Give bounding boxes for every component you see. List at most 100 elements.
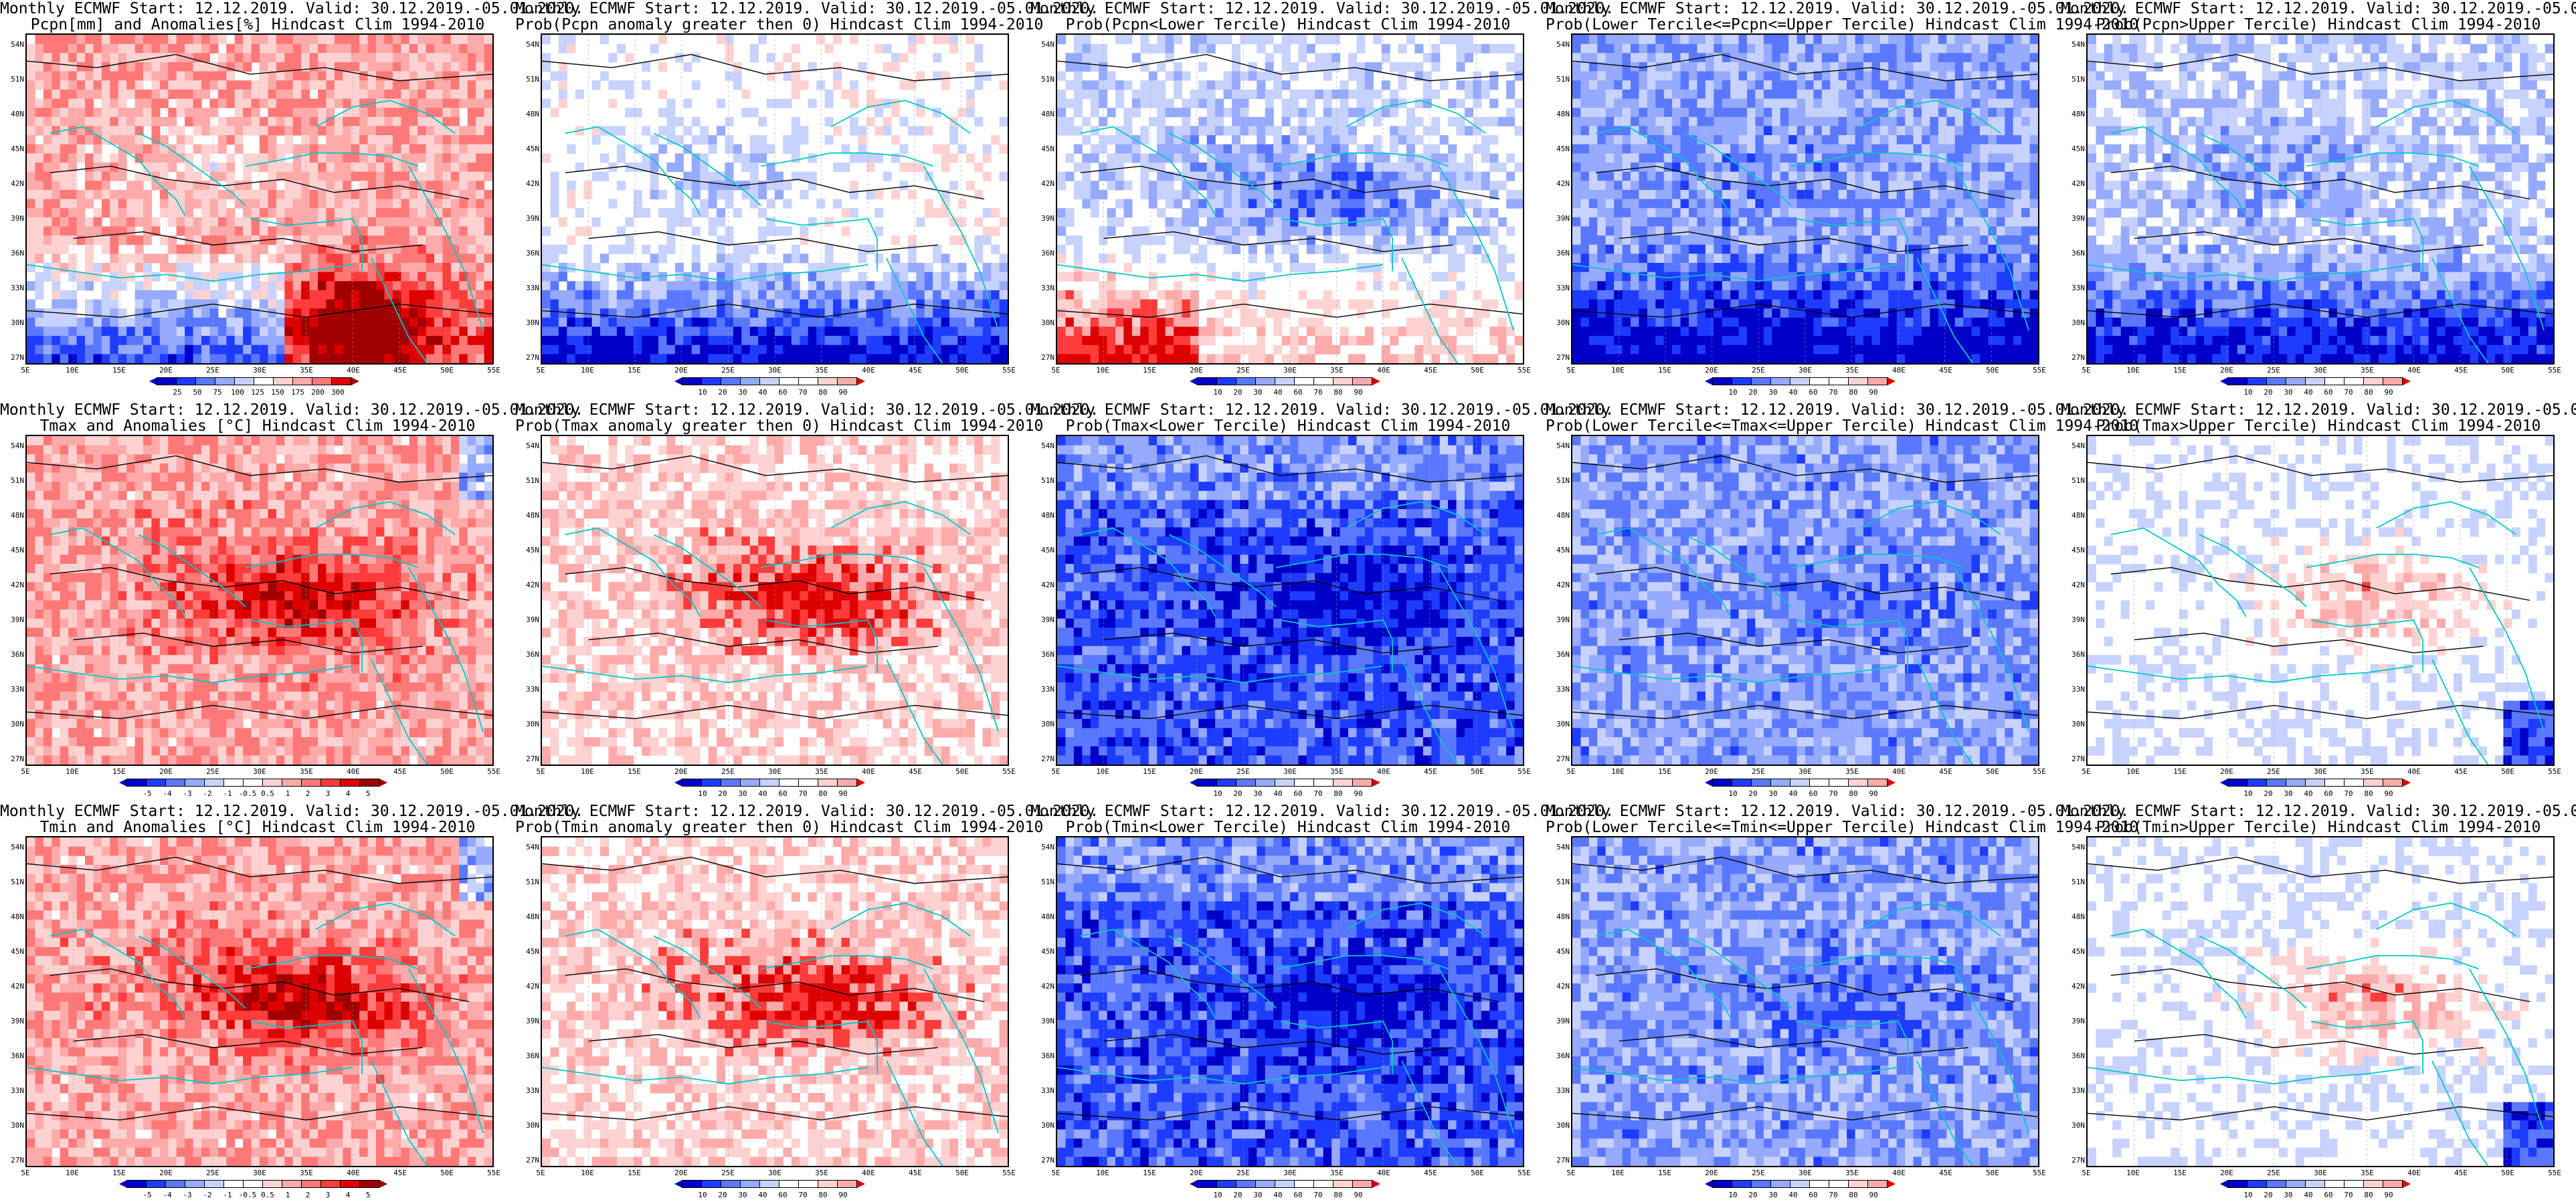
- panel-title-line1: Monthly ECMWF Start: 12.12.2019. Valid: …: [1030, 401, 1614, 419]
- contour-line: [1595, 968, 2015, 1003]
- lon-label: 50E: [1979, 1169, 2006, 1177]
- lon-label: 25E: [199, 1169, 226, 1177]
- coastline: [1683, 132, 1792, 206]
- contour-line: [1103, 632, 1453, 654]
- colorbar-tick-label: 70: [1820, 388, 1847, 397]
- contour-line: [1595, 567, 2015, 601]
- coastline: [923, 567, 999, 732]
- colorbar-tick-label: 10: [1720, 388, 1746, 397]
- panel-title-line2: Prob(Tmax>Upper Tercile) Hindcast Clim 1…: [2061, 417, 2576, 435]
- colorbar-tick-label: 60: [2315, 789, 2342, 798]
- lat-label: 45N: [1548, 947, 1570, 956]
- contour-line: [1572, 303, 2038, 318]
- shaded-field: [27, 35, 492, 363]
- colorbar-cell: [2266, 1180, 2286, 1188]
- colorbar-cell: [1809, 779, 1829, 787]
- colorbar-cell: [682, 1180, 702, 1188]
- coastline: [1572, 264, 1899, 282]
- lon-label: 25E: [1230, 1169, 1257, 1177]
- contour-line: [50, 567, 470, 601]
- lat-label: 30N: [1033, 318, 1054, 327]
- map-panel: Monthly ECMWF Start: 12.12.2019. Valid: …: [2061, 401, 2576, 803]
- colorbar: [1705, 1180, 1896, 1188]
- lon-label: 5E: [1042, 366, 1069, 375]
- lat-label: 51N: [1548, 476, 1570, 485]
- map-plot: [25, 836, 494, 1167]
- lon-label: 5E: [12, 1169, 39, 1177]
- colorbar-cell: [1809, 377, 1829, 385]
- contour-line: [2110, 165, 2531, 200]
- lon-label: 45E: [1932, 1169, 1959, 1177]
- coastline: [1953, 968, 2029, 1134]
- colorbar-cell: [1275, 779, 1295, 787]
- shaded-field: [27, 837, 492, 1166]
- lon-label: 50E: [1464, 366, 1491, 375]
- panel-title-line1: Monthly ECMWF Start: 12.12.2019. Valid: …: [0, 401, 583, 419]
- colorbar-cell: [1313, 779, 1333, 787]
- colorbar-cell: [1236, 779, 1256, 787]
- lat-label: 36N: [518, 1051, 539, 1060]
- shaded-field: [542, 35, 1008, 363]
- coastline: [1572, 1066, 1899, 1085]
- contour-line: [1057, 455, 1523, 483]
- lon-label: 20E: [1698, 767, 1725, 776]
- colorbar-cell: [273, 377, 293, 385]
- colorbar-cell: [165, 1180, 185, 1188]
- coastline: [1438, 567, 1514, 732]
- colorbar-tick-label: 30: [2275, 1191, 2302, 1199]
- lat-label: 33N: [3, 1086, 24, 1095]
- lat-label: 51N: [2063, 75, 2085, 84]
- colorbar-cell: [2247, 377, 2267, 385]
- coastline: [2310, 619, 2424, 673]
- contour-line: [50, 165, 470, 200]
- lon-label: 30E: [1277, 767, 1303, 776]
- map-plot: [1056, 435, 1524, 766]
- contour-line: [2088, 704, 2553, 719]
- colorbar-cell: [2227, 377, 2247, 385]
- colorbar-max-arrow: [2403, 377, 2411, 385]
- coastline: [1790, 955, 1964, 970]
- colorbar-tick-label: 90: [1860, 388, 1887, 397]
- coastline: [886, 659, 943, 765]
- colorbar-tick-label: 4: [335, 1191, 361, 1199]
- colorbar-tick-label: 30: [1245, 388, 1271, 397]
- lon-label: 35E: [1839, 767, 1865, 776]
- lon-label: 35E: [1323, 767, 1350, 776]
- colorbar-cell: [2383, 779, 2403, 787]
- lat-label: 48N: [2063, 511, 2085, 520]
- lat-label: 33N: [2063, 685, 2085, 694]
- lon-label: 30E: [1792, 366, 1819, 375]
- colorbar-tick-label: -1: [214, 789, 241, 798]
- lat-label: 27N: [3, 755, 24, 763]
- lat-label: 33N: [2063, 284, 2085, 292]
- lon-label: 20E: [2213, 1169, 2240, 1177]
- lon-label: 5E: [2073, 767, 2100, 776]
- colorbar-cell: [1790, 779, 1810, 787]
- coastline: [1346, 902, 1486, 937]
- colorbar-tick-label: 40: [749, 1191, 776, 1199]
- lon-label: 40E: [1885, 1169, 1912, 1177]
- colorbar-tick-label: -3: [174, 1191, 201, 1199]
- lon-label: 25E: [1230, 767, 1257, 776]
- lat-label: 27N: [1548, 353, 1570, 362]
- colorbar-min-arrow: [1705, 377, 1713, 385]
- lat-label: 54N: [3, 40, 24, 49]
- colorbar-cell: [2324, 377, 2344, 385]
- lat-label: 27N: [3, 353, 24, 362]
- colorbar-tick-label: 30: [729, 1191, 756, 1199]
- lat-label: 45N: [518, 947, 539, 956]
- colorbar-tick-label: 80: [2355, 388, 2382, 397]
- coastline: [2376, 100, 2516, 134]
- contour-line: [542, 1106, 1008, 1120]
- coastline: [830, 100, 971, 134]
- lon-label: 25E: [715, 1169, 741, 1177]
- coastline: [565, 928, 701, 1019]
- colorbar-cell: [2266, 377, 2286, 385]
- coastline: [565, 527, 701, 617]
- coastline: [138, 935, 246, 1009]
- colorbar-min-arrow: [2220, 1180, 2228, 1188]
- lat-label: 33N: [1033, 1086, 1054, 1095]
- panel-title-line1: Monthly ECMWF Start: 12.12.2019. Valid: …: [2061, 401, 2576, 419]
- coastline: [1795, 619, 1909, 673]
- colorbar-cell: [2227, 1180, 2247, 1188]
